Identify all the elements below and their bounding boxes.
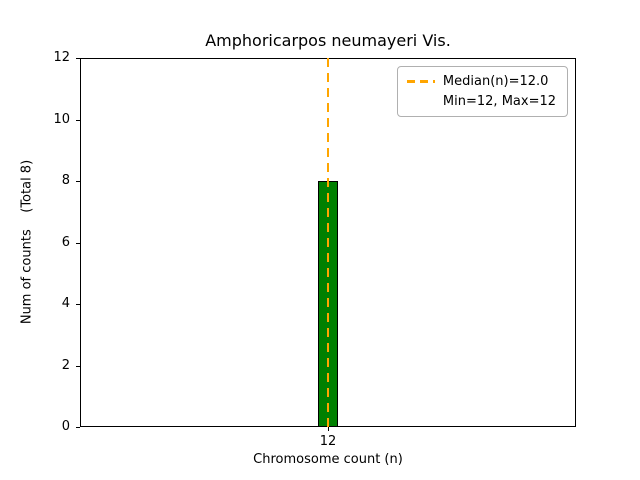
y-tick-mark: [76, 365, 80, 367]
legend-entry-minmax: Min=12, Max=12: [407, 94, 556, 109]
y-axis-label: Num of counts (Total 8): [19, 159, 35, 325]
legend: Median(n)=12.0 Min=12, Max=12: [396, 66, 568, 117]
legend-entry-median: Median(n)=12.0: [406, 74, 556, 89]
legend-label-minmax: Min=12, Max=12: [442, 94, 556, 109]
y-tick-label: 12: [53, 50, 70, 65]
y-tick-label: 8: [61, 173, 70, 188]
y-tick-mark: [76, 58, 80, 59]
y-tick-mark: [76, 427, 80, 428]
x-axis-label: Chromosome count (n): [253, 452, 403, 467]
x-tick-label: 12: [319, 434, 337, 449]
y-tick-label: 0: [61, 419, 70, 434]
x-tick-mark: [328, 427, 329, 431]
y-tick-mark: [76, 119, 80, 121]
chart-title: Amphoricarpos neumayeri Vis.: [205, 31, 451, 50]
median-dashed-line: [327, 58, 329, 427]
y-tick-label: 2: [61, 357, 70, 373]
y-tick-label: 6: [61, 234, 70, 250]
y-tick-mark: [76, 181, 80, 182]
y-tick-label: 10: [53, 111, 70, 127]
blank-swatch: [407, 100, 435, 103]
y-tick-label: 4: [61, 296, 70, 311]
y-tick-mark: [76, 304, 80, 305]
y-tick-mark: [76, 242, 80, 244]
median-dashed-line-swatch: [406, 80, 435, 83]
legend-label-median: Median(n)=12.0: [442, 74, 549, 89]
